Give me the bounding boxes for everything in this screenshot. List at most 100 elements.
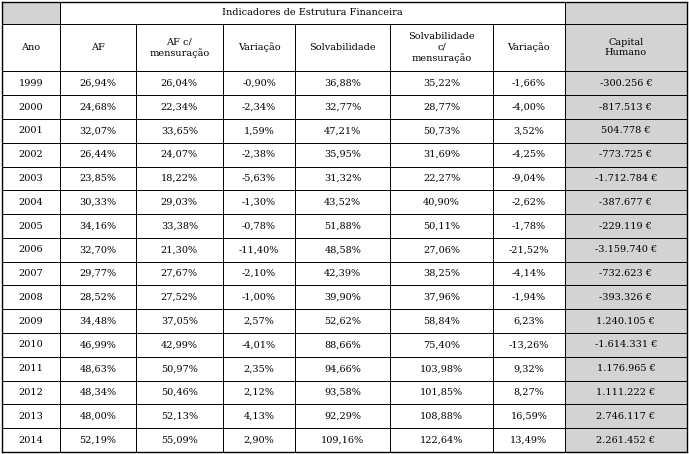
Text: 2014: 2014 (19, 435, 43, 444)
Bar (295, 119, 391, 143)
Bar (223, 71, 295, 95)
Text: 3,52%: 3,52% (513, 126, 544, 135)
Bar (2, 380, 60, 405)
Bar (295, 190, 391, 214)
Bar (565, 167, 687, 190)
Bar (565, 405, 687, 428)
Bar (493, 95, 565, 119)
Text: Solvabilidade
c/
mensuração: Solvabilidade c/ mensuração (409, 32, 475, 63)
Text: 48,58%: 48,58% (325, 245, 361, 254)
Bar (2, 190, 60, 214)
Text: 2005: 2005 (19, 222, 43, 231)
Text: 34,48%: 34,48% (79, 316, 116, 326)
Bar (295, 95, 391, 119)
Text: -773.725 €: -773.725 € (599, 150, 652, 159)
Text: 2013: 2013 (19, 412, 43, 421)
Bar (295, 238, 391, 262)
Bar (2, 357, 60, 380)
Text: 88,66%: 88,66% (325, 340, 361, 350)
Text: -4,01%: -4,01% (242, 340, 276, 350)
Bar (223, 167, 295, 190)
Bar (2, 95, 60, 119)
Bar (493, 238, 565, 262)
Text: 24,07%: 24,07% (161, 150, 198, 159)
Text: 75,40%: 75,40% (423, 340, 460, 350)
Bar (391, 309, 493, 333)
Text: 29,77%: 29,77% (79, 269, 116, 278)
Bar (295, 286, 391, 309)
Bar (2, 309, 60, 333)
Text: 32,07%: 32,07% (79, 126, 116, 135)
Bar (391, 214, 493, 238)
Bar (60, 119, 136, 143)
Text: 108,88%: 108,88% (420, 412, 463, 421)
Text: 37,96%: 37,96% (423, 293, 460, 302)
Text: 18,22%: 18,22% (161, 174, 198, 183)
Bar (2, 405, 60, 428)
Bar (60, 143, 136, 167)
Bar (565, 214, 687, 238)
Text: 2,12%: 2,12% (243, 388, 274, 397)
Text: 52,62%: 52,62% (325, 316, 361, 326)
Bar (60, 167, 136, 190)
Text: 50,97%: 50,97% (161, 364, 198, 373)
Bar (60, 357, 136, 380)
Bar (565, 238, 687, 262)
Text: -2,34%: -2,34% (242, 103, 276, 112)
Bar (493, 380, 565, 405)
Bar (136, 428, 223, 452)
Bar (2, 24, 60, 71)
Text: -13,26%: -13,26% (508, 340, 549, 350)
Text: 36,88%: 36,88% (325, 79, 361, 88)
Text: 31,69%: 31,69% (423, 150, 460, 159)
Text: 9,32%: 9,32% (513, 364, 544, 373)
Bar (565, 262, 687, 286)
Text: -229.119 €: -229.119 € (599, 222, 652, 231)
Bar (565, 2, 687, 24)
Text: -4,00%: -4,00% (512, 103, 546, 112)
Text: -2,62%: -2,62% (512, 198, 546, 207)
Bar (565, 95, 687, 119)
Bar (136, 143, 223, 167)
Bar (2, 333, 60, 357)
Text: -300.256 €: -300.256 € (599, 79, 652, 88)
Bar (136, 190, 223, 214)
Bar (223, 143, 295, 167)
Bar (136, 214, 223, 238)
Text: 32,70%: 32,70% (79, 245, 116, 254)
Text: 24,68%: 24,68% (79, 103, 116, 112)
Text: -4,25%: -4,25% (512, 150, 546, 159)
Bar (565, 286, 687, 309)
Text: 39,90%: 39,90% (325, 293, 361, 302)
Text: 4,13%: 4,13% (243, 412, 274, 421)
Text: 6,23%: 6,23% (513, 316, 544, 326)
Text: 1.240.105 €: 1.240.105 € (597, 316, 655, 326)
Bar (2, 71, 60, 95)
Text: 46,99%: 46,99% (79, 340, 116, 350)
Text: 93,58%: 93,58% (325, 388, 361, 397)
Text: 27,67%: 27,67% (161, 269, 198, 278)
Bar (565, 428, 687, 452)
Text: 48,00%: 48,00% (79, 412, 116, 421)
Text: 109,16%: 109,16% (321, 435, 364, 444)
Bar (565, 357, 687, 380)
Text: 2009: 2009 (19, 316, 43, 326)
Text: 29,03%: 29,03% (161, 198, 198, 207)
Text: 27,06%: 27,06% (423, 245, 460, 254)
Text: 1,59%: 1,59% (244, 126, 274, 135)
Bar (60, 309, 136, 333)
Bar (295, 405, 391, 428)
Bar (391, 333, 493, 357)
Text: Variação: Variação (238, 43, 280, 53)
Bar (493, 71, 565, 95)
Bar (565, 380, 687, 405)
Text: -21,52%: -21,52% (508, 245, 549, 254)
Text: 22,27%: 22,27% (423, 174, 460, 183)
Text: -1,66%: -1,66% (512, 79, 546, 88)
Bar (136, 95, 223, 119)
Bar (493, 405, 565, 428)
Text: 50,11%: 50,11% (423, 222, 460, 231)
Bar (60, 262, 136, 286)
Text: 22,34%: 22,34% (161, 103, 198, 112)
Bar (295, 143, 391, 167)
